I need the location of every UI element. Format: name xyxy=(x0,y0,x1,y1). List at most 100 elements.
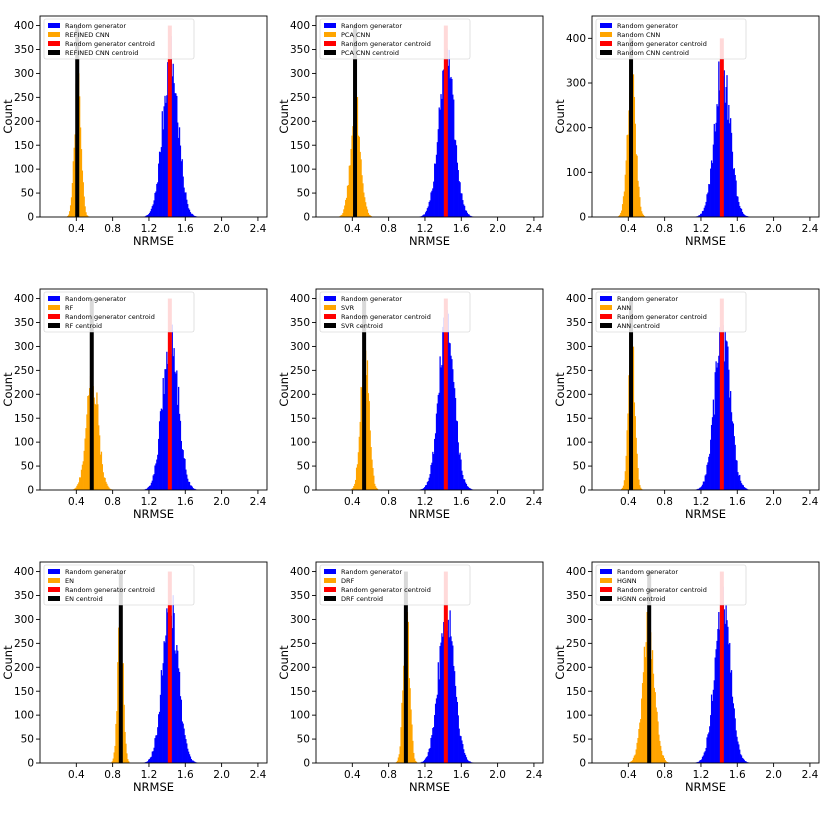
random-generator-centroid-bar xyxy=(719,38,724,217)
histogram-bar xyxy=(470,215,472,217)
histogram-bar xyxy=(641,683,644,763)
histogram-bar xyxy=(627,134,629,217)
histogram-bar xyxy=(454,388,456,490)
histogram-bar xyxy=(427,752,429,763)
x-tick-label: 1.6 xyxy=(177,496,194,508)
x-tick-label: 1.6 xyxy=(729,223,746,235)
x-tick-label: 1.6 xyxy=(177,223,194,235)
histogram-bar xyxy=(663,758,665,763)
x-tick-label: 0.8 xyxy=(104,769,121,781)
histogram-bar xyxy=(437,394,439,490)
histogram-bar xyxy=(626,430,628,490)
histogram-bar xyxy=(710,168,712,217)
y-tick-label: 50 xyxy=(297,734,310,746)
histogram-bar xyxy=(430,737,432,763)
legend-entry: Random generator xyxy=(65,568,126,576)
histogram-bar xyxy=(466,212,468,217)
y-tick-label: 0 xyxy=(303,212,310,224)
histogram-bar xyxy=(740,483,743,490)
histogram-bar xyxy=(738,744,740,763)
histogram-bar xyxy=(375,486,377,490)
axes-frame xyxy=(591,15,820,218)
histogram-bar xyxy=(705,201,707,217)
x-axis-label: NRMSE xyxy=(133,507,174,521)
x-tick-label: 1.2 xyxy=(141,769,158,781)
histogram-bar xyxy=(455,420,458,490)
histogram-bar xyxy=(152,751,154,763)
legend-entry: REFINED CNN xyxy=(65,31,110,39)
histogram-bar xyxy=(118,627,120,763)
histogram-bar xyxy=(456,421,458,490)
legend-entry: RF centroid xyxy=(65,322,102,330)
histogram-bar xyxy=(81,464,84,490)
legend-entry: Random generator centroid xyxy=(65,586,155,594)
histogram-bar xyxy=(157,182,159,217)
histogram-bar xyxy=(178,671,181,763)
histogram-bar xyxy=(184,735,186,763)
histogram-bar xyxy=(455,145,458,217)
histogram-bar xyxy=(362,183,364,217)
histogram-bar xyxy=(368,401,370,490)
histogram-bar xyxy=(188,751,190,763)
panel-en: 0.4 0.8 1.2 1.6 2.0 2.4 NRMSE 0 50 100 150 200 250 30… xyxy=(1,561,268,794)
histogram-bar xyxy=(176,370,178,490)
histogram-bar xyxy=(76,485,78,490)
histogram-bar xyxy=(432,188,434,217)
histogram-bar xyxy=(147,761,149,763)
histogram-bar xyxy=(431,462,433,490)
histogram-bar xyxy=(731,421,734,490)
y-tick-label: 250 xyxy=(14,638,34,650)
histogram-bar xyxy=(640,719,642,763)
histogram-bar xyxy=(447,65,449,217)
random-generator-centroid-bar xyxy=(719,298,724,490)
x-tick-label: 2.0 xyxy=(213,223,230,235)
y-tick-label: 150 xyxy=(14,413,34,425)
histogram-bar xyxy=(710,715,712,763)
y-tick-label: 200 xyxy=(566,662,586,674)
histogram-bar xyxy=(450,76,452,217)
histogram-bar xyxy=(454,140,457,217)
x-tick-label: 0.8 xyxy=(656,769,673,781)
legend-box xyxy=(43,564,195,606)
histogram-bar xyxy=(93,397,95,490)
histogram-bar xyxy=(699,215,701,217)
histogram-bar xyxy=(167,612,169,763)
legend-swatch xyxy=(48,296,60,301)
histogram-bar xyxy=(434,163,437,217)
histogram-bar xyxy=(158,421,161,490)
y-tick-label: 300 xyxy=(290,341,310,353)
histogram-bar xyxy=(375,487,378,490)
legend-box xyxy=(595,564,747,606)
histogram-bar xyxy=(661,750,663,763)
panel-rf: 0.4 0.8 1.2 1.6 2.0 2.4 NRMSE 0 50 100 150 200 250 30… xyxy=(1,288,268,521)
histogram-bar xyxy=(725,605,727,763)
histogram-bar xyxy=(191,760,193,763)
histogram-bar xyxy=(732,423,734,490)
histogram-bar xyxy=(658,734,660,763)
y-tick-label: 400 xyxy=(566,566,586,578)
histogram-bar xyxy=(414,760,417,763)
y-tick-label: 150 xyxy=(14,140,34,152)
histogram-bar xyxy=(82,461,84,490)
histogram-bar xyxy=(709,726,711,763)
legend-swatch xyxy=(600,578,612,583)
histogram-bar xyxy=(639,722,641,763)
histogram-bar xyxy=(156,459,158,490)
histogram-bar xyxy=(361,387,363,490)
histogram-bar xyxy=(633,402,636,490)
legend-swatch xyxy=(48,323,60,328)
histogram-bar xyxy=(188,481,191,490)
histogram-bar xyxy=(456,701,458,763)
legend-entry: PCA CNN xyxy=(341,31,370,39)
x-tick-label: 0.4 xyxy=(620,769,637,781)
legend-entry: Random generator centroid xyxy=(617,40,707,48)
axes-frame xyxy=(315,15,544,218)
histogram-bar xyxy=(452,645,454,763)
histogram-bar xyxy=(462,744,464,763)
histogram-bar xyxy=(706,194,708,217)
histogram-bar xyxy=(349,165,351,217)
histogram-bar xyxy=(739,474,741,490)
random-generator-centroid-bar xyxy=(443,298,448,490)
histogram-bar xyxy=(437,662,439,763)
